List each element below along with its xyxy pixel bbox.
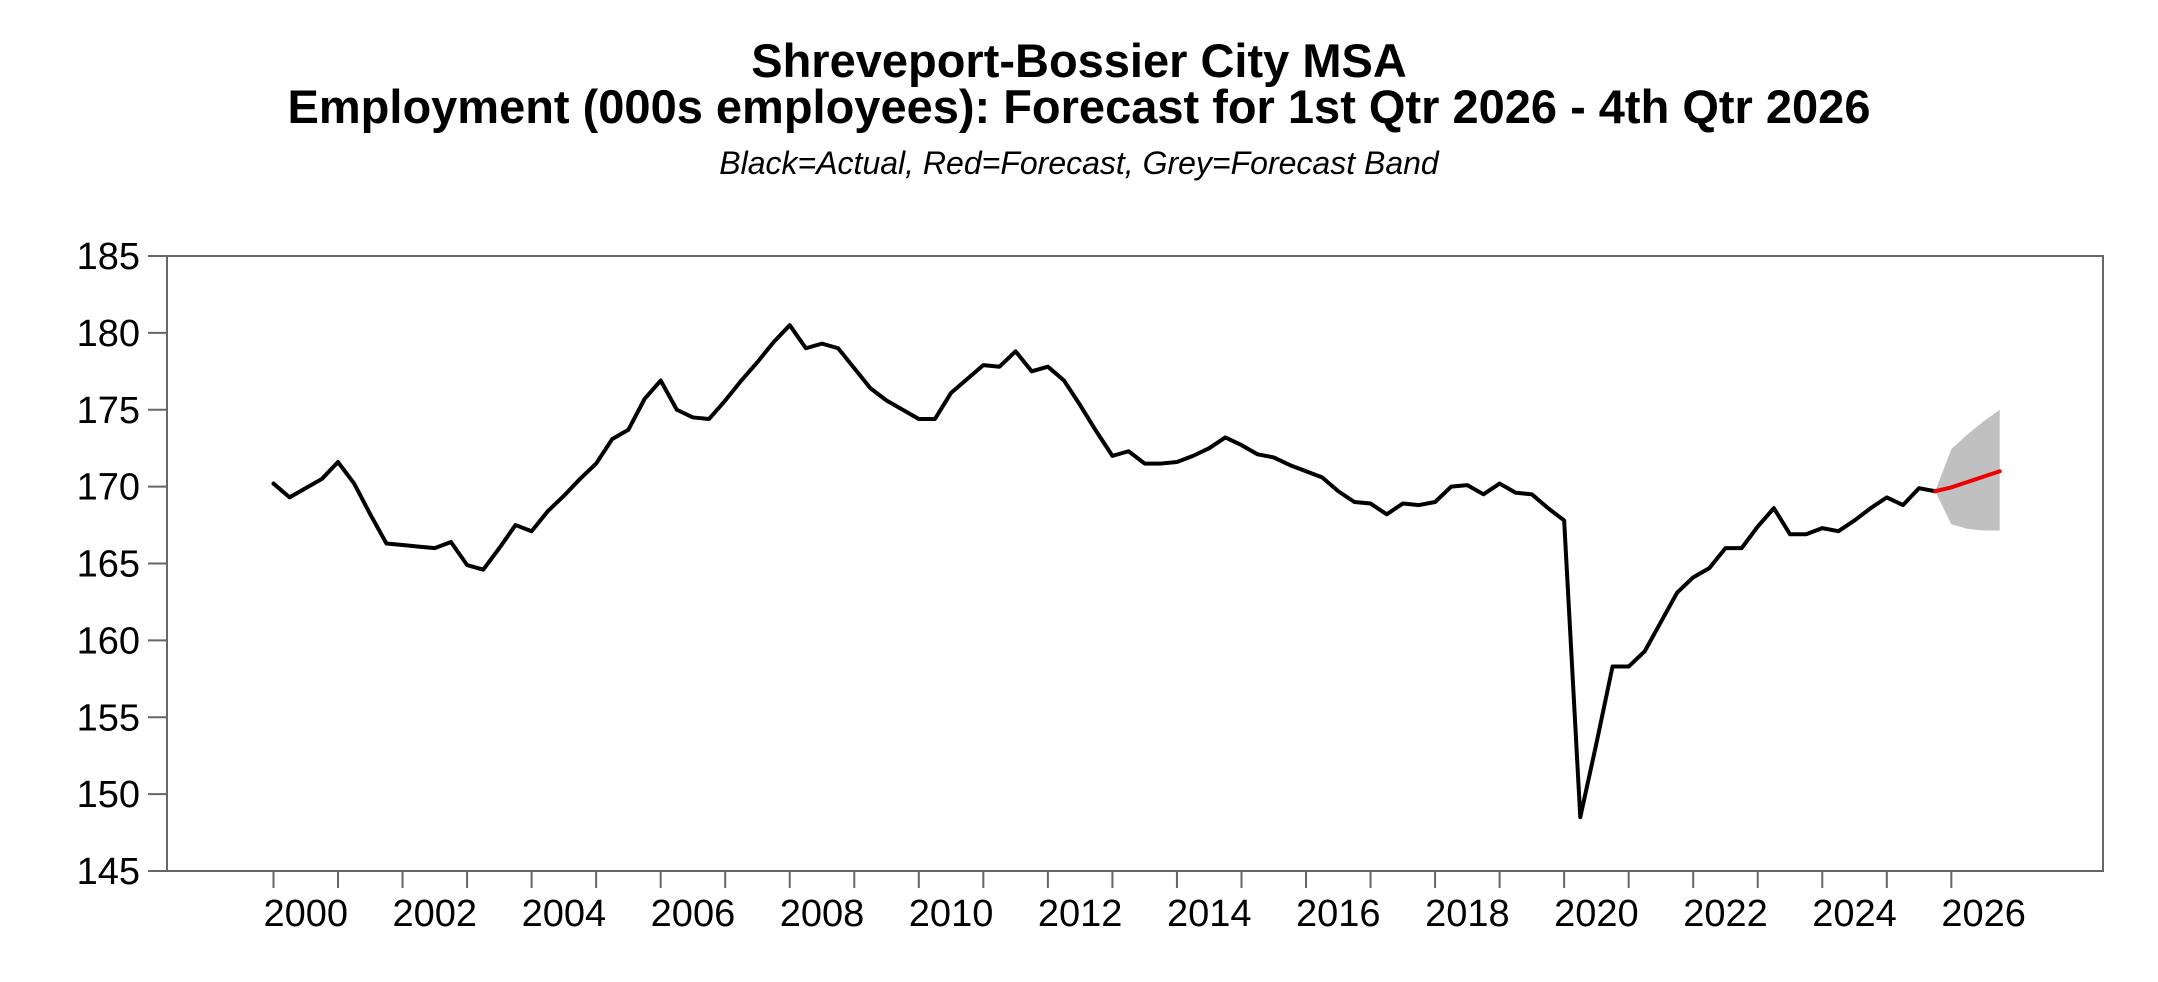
x-tick-label: 2014 (1167, 893, 1252, 935)
y-tick-label: 180 (77, 313, 140, 355)
chart-title-line1: Shreveport-Bossier City MSA (751, 34, 1407, 87)
x-tick-label: 2016 (1296, 893, 1381, 935)
y-tick-label: 170 (77, 467, 140, 509)
y-tick-label: 150 (77, 774, 140, 816)
chart-legend-note: Black=Actual, Red=Forecast, Grey=Forecas… (719, 145, 1440, 181)
x-tick-label: 2010 (909, 893, 994, 935)
x-tick-label: 2020 (1554, 893, 1639, 935)
series-forecast-line (1933, 469, 2002, 494)
x-tick-label: 2022 (1683, 893, 1768, 935)
y-tick-label: 145 (77, 851, 140, 893)
y-tick-label: 155 (77, 697, 140, 739)
x-tick-label: 2026 (1941, 893, 2026, 935)
chart-title-line2: Employment (000s employees): Forecast fo… (288, 80, 1871, 133)
y-tick-label: 160 (77, 620, 140, 662)
x-tick-label: 2002 (393, 893, 478, 935)
x-tick-label: 2012 (1038, 893, 1123, 935)
x-tick-label: 2008 (780, 893, 865, 935)
y-tick-label: 175 (77, 390, 140, 432)
plot-frame (166, 255, 2104, 872)
plot-area: 145 150 155 160 165 170 175 180 185 2000 2002 2004 2… (77, 236, 2104, 935)
y-tick-label: 165 (77, 544, 140, 586)
series-actual-line (271, 323, 1938, 820)
x-tick-label: 2018 (1425, 893, 1510, 935)
x-tick-label: 2004 (522, 893, 607, 935)
x-tick-label: 2006 (651, 893, 736, 935)
x-tick-label: 2024 (1812, 893, 1897, 935)
forecast-band (1935, 409, 2000, 531)
x-tick-label: 2000 (263, 893, 348, 935)
y-tick-label: 185 (77, 236, 140, 278)
